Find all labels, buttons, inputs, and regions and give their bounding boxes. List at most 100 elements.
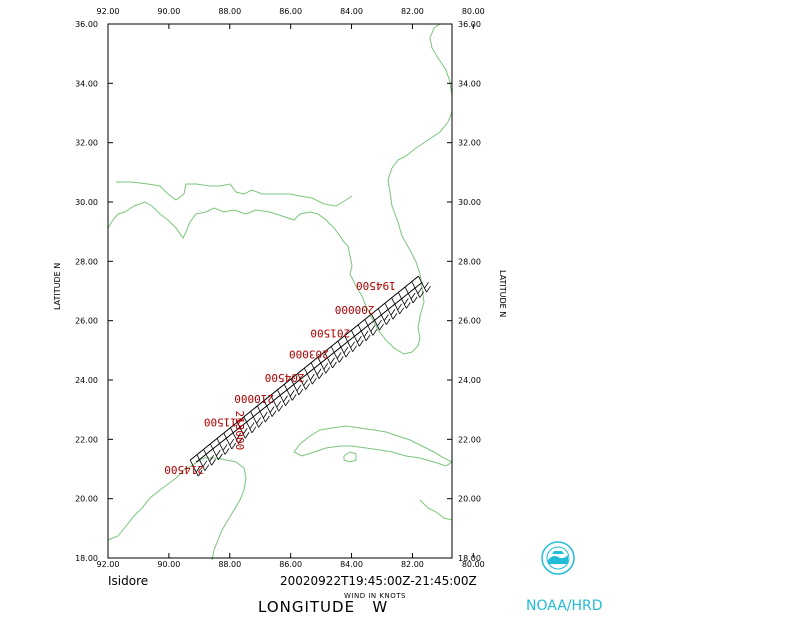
track-line-return bbox=[195, 281, 423, 463]
wind-barb bbox=[357, 324, 371, 342]
lat-tick-label-left: 32.00 bbox=[75, 139, 98, 148]
wind-barb bbox=[344, 335, 357, 352]
lat-tick-label-left: 24.00 bbox=[75, 376, 98, 385]
flight-track bbox=[189, 275, 423, 463]
lat-tick-label-left: 28.00 bbox=[75, 257, 98, 266]
wind-barb bbox=[404, 286, 418, 304]
lat-tick-label-right: 26.00 bbox=[458, 317, 481, 326]
wind-barb bbox=[337, 340, 351, 358]
noaa-logo-icon bbox=[541, 541, 575, 575]
lat-tick-label-right: 30.00 bbox=[458, 198, 481, 207]
lon-tick-label-top: 92.00 bbox=[97, 7, 120, 16]
wind-barb bbox=[209, 443, 223, 461]
wind-barb bbox=[216, 438, 230, 455]
wind-barb bbox=[256, 405, 270, 423]
wind-barb bbox=[377, 308, 391, 325]
time-window: 20020922T19:45:00Z-21:45:00Z bbox=[280, 574, 477, 588]
wind-barb bbox=[263, 400, 277, 417]
wind-barb bbox=[243, 416, 257, 434]
wind-barb bbox=[236, 422, 250, 439]
lon-tick-label-top: 80.00 bbox=[462, 7, 485, 16]
wind-barb bbox=[297, 373, 310, 390]
axes-frame bbox=[107, 23, 453, 559]
wind-barb bbox=[290, 378, 304, 396]
wind-barb bbox=[270, 395, 284, 412]
wind-barb bbox=[283, 384, 297, 401]
wind-units: WIND IN KNOTS bbox=[344, 592, 406, 600]
lat-tick-label-left: 30.00 bbox=[75, 198, 98, 207]
time-labels: 194500 200000 201500 203000 204500 210000 2115… bbox=[164, 279, 396, 476]
lon-tick-label-top: 86.00 bbox=[279, 7, 302, 16]
coastline-layer bbox=[107, 23, 453, 561]
lat-tick-label-right: 34.00 bbox=[458, 79, 481, 88]
lat-tick-label-left: 34.00 bbox=[75, 79, 98, 88]
wind-barb bbox=[203, 449, 216, 466]
longitude-axis-label: LONGITUDE W bbox=[258, 598, 389, 616]
lat-tick-label-right: 24.00 bbox=[458, 376, 481, 385]
lon-tick-label-bottom: 80.00 bbox=[462, 560, 485, 569]
time-label: 210000 bbox=[234, 392, 274, 405]
cuba-coastline bbox=[293, 425, 453, 467]
gulf-coastline bbox=[107, 23, 453, 355]
wind-barb bbox=[230, 427, 243, 444]
isla-juventud-coast bbox=[343, 451, 357, 463]
wind-barb bbox=[398, 292, 411, 309]
map-frame bbox=[107, 23, 453, 559]
lat-tick-label-right: 32.00 bbox=[458, 139, 481, 148]
wind-barbs bbox=[189, 275, 431, 477]
wind-barb bbox=[324, 351, 337, 369]
time-label: 200000 bbox=[335, 303, 375, 316]
latitude-label-left: LATITUDE N bbox=[53, 263, 62, 310]
lon-tick-label-bottom: 86.00 bbox=[279, 560, 302, 569]
lat-tick-label-left: 20.00 bbox=[75, 495, 98, 504]
lon-tick-label-top: 82.00 bbox=[401, 7, 424, 16]
time-label: 201500 bbox=[310, 327, 350, 340]
lon-tick-label-bottom: 92.00 bbox=[97, 560, 120, 569]
storm-name: Isidore bbox=[108, 574, 149, 588]
time-label: 204500 bbox=[265, 371, 305, 384]
wind-barb bbox=[250, 411, 263, 428]
time-label: 214500 bbox=[164, 463, 204, 476]
wind-barb bbox=[364, 319, 378, 336]
lat-tick-label-right: 20.00 bbox=[458, 495, 481, 504]
lat-tick-label-left: 36.00 bbox=[75, 20, 98, 29]
credit-label: NOAA/HRD bbox=[526, 598, 603, 614]
yucatan-coastline bbox=[107, 457, 247, 561]
caribbean-coast bbox=[419, 499, 453, 521]
wind-barb bbox=[277, 389, 290, 406]
wind-barb bbox=[330, 346, 344, 363]
time-label: 211500 bbox=[204, 416, 244, 429]
lat-tick-label-left: 26.00 bbox=[75, 317, 98, 326]
latitude-label-right: LATITUDE N bbox=[498, 270, 507, 317]
lon-tick-label-top: 88.00 bbox=[218, 7, 241, 16]
time-label: 194500 bbox=[356, 279, 396, 292]
lon-tick-label-bottom: 84.00 bbox=[340, 560, 363, 569]
lat-tick-label-right: 28.00 bbox=[458, 257, 481, 266]
time-label: 203000 bbox=[289, 347, 329, 360]
lon-tick-label-bottom: 90.00 bbox=[157, 560, 180, 569]
wind-barb bbox=[196, 454, 210, 471]
wind-barb bbox=[391, 297, 404, 315]
wind-barb bbox=[317, 357, 331, 374]
lat-tick-label-right: 22.00 bbox=[458, 435, 481, 444]
lon-tick-label-bottom: 88.00 bbox=[218, 560, 241, 569]
lon-tick-label-top: 90.00 bbox=[157, 7, 180, 16]
wind-barb bbox=[384, 303, 398, 320]
wind-barb bbox=[351, 330, 364, 347]
lon-tick-label-top: 84.00 bbox=[340, 7, 363, 16]
time-label: 213000 bbox=[233, 411, 246, 451]
lon-tick-label-bottom: 82.00 bbox=[401, 560, 424, 569]
wind-barb bbox=[303, 367, 317, 385]
axis-ticks: 92.00 92.00 90.00 90.00 88.00 88.00 86.00 86.00… bbox=[75, 7, 485, 569]
lat-tick-label-left: 18.00 bbox=[75, 554, 98, 563]
lat-tick-label-right: 18.00 bbox=[458, 554, 481, 563]
lat-tick-label-left: 22.00 bbox=[75, 435, 98, 444]
louisiana-bayou-coast bbox=[116, 181, 353, 207]
wind-barb bbox=[223, 432, 237, 450]
wind-barb bbox=[310, 362, 324, 379]
wind-barb bbox=[418, 275, 431, 293]
wind-barb bbox=[371, 313, 384, 331]
wind-barb bbox=[411, 281, 425, 298]
wind-barb bbox=[189, 459, 203, 477]
